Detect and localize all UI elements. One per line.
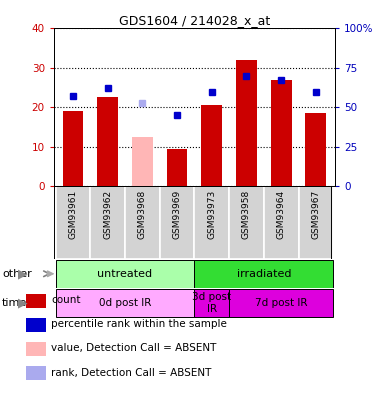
Bar	[201, 105, 222, 186]
Bar	[27, 318, 46, 332]
Bar	[27, 366, 46, 380]
Text: GSM93958: GSM93958	[242, 190, 251, 239]
Bar	[229, 289, 333, 317]
Text: untreated: untreated	[97, 269, 152, 279]
Text: irradiated: irradiated	[236, 269, 291, 279]
Bar	[236, 60, 257, 186]
Bar	[271, 80, 291, 186]
Bar	[97, 98, 118, 186]
Bar	[160, 186, 194, 259]
Bar	[298, 186, 333, 259]
Text: time: time	[2, 298, 27, 308]
Text: ▶: ▶	[18, 267, 28, 280]
Text: GSM93962: GSM93962	[103, 190, 112, 239]
Bar	[56, 186, 90, 259]
Bar	[194, 186, 229, 259]
Text: other: other	[2, 269, 32, 279]
Bar	[56, 289, 194, 317]
Text: GSM93969: GSM93969	[172, 190, 182, 239]
Bar	[132, 137, 153, 186]
Bar	[27, 342, 46, 356]
Bar	[63, 111, 84, 186]
Bar	[56, 260, 194, 288]
Text: 3d post
IR: 3d post IR	[192, 292, 231, 314]
Title: GDS1604 / 214028_x_at: GDS1604 / 214028_x_at	[119, 14, 270, 27]
Text: count: count	[52, 295, 81, 305]
Text: 0d post IR: 0d post IR	[99, 298, 151, 308]
Bar	[264, 186, 298, 259]
Text: GSM93964: GSM93964	[277, 190, 286, 239]
Bar	[229, 186, 264, 259]
Text: ▶: ▶	[18, 296, 28, 309]
Bar	[194, 260, 333, 288]
Text: GSM93967: GSM93967	[311, 190, 320, 239]
Text: GSM93973: GSM93973	[207, 190, 216, 239]
Bar	[27, 294, 46, 308]
Text: GSM93968: GSM93968	[138, 190, 147, 239]
Text: 7d post IR: 7d post IR	[255, 298, 307, 308]
Bar	[167, 149, 187, 186]
Text: GSM93961: GSM93961	[69, 190, 77, 239]
Text: rank, Detection Call = ABSENT: rank, Detection Call = ABSENT	[52, 367, 212, 377]
Bar	[194, 289, 229, 317]
Text: value, Detection Call = ABSENT: value, Detection Call = ABSENT	[52, 343, 217, 354]
Bar	[90, 186, 125, 259]
Bar	[125, 186, 160, 259]
Bar	[305, 113, 326, 186]
Text: percentile rank within the sample: percentile rank within the sample	[52, 320, 228, 329]
